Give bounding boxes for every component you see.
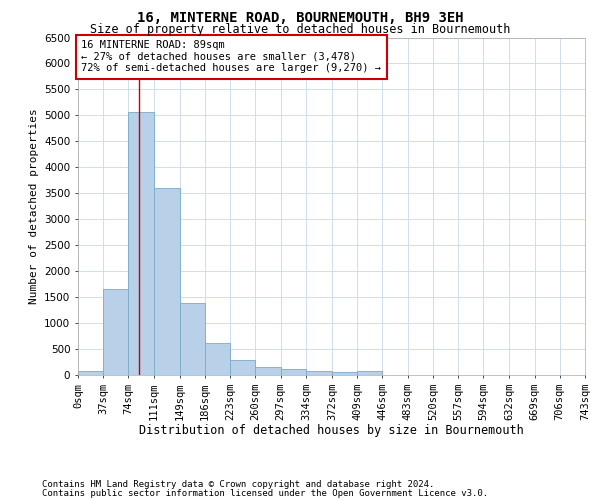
Text: Contains public sector information licensed under the Open Government Licence v3: Contains public sector information licen…	[42, 488, 488, 498]
Bar	[357, 371, 382, 375]
Bar	[78, 371, 103, 375]
Bar	[205, 343, 230, 375]
Text: 16 MINTERNE ROAD: 89sqm
← 27% of detached houses are smaller (3,478)
72% of semi: 16 MINTERNE ROAD: 89sqm ← 27% of detache…	[82, 40, 382, 74]
Bar	[306, 371, 332, 375]
Y-axis label: Number of detached properties: Number of detached properties	[29, 108, 38, 304]
Bar	[179, 303, 205, 375]
Bar	[154, 188, 179, 375]
Text: Size of property relative to detached houses in Bournemouth: Size of property relative to detached ho…	[90, 23, 510, 36]
Bar	[230, 360, 256, 375]
Bar	[332, 372, 357, 375]
Bar	[281, 368, 306, 375]
Text: Contains HM Land Registry data © Crown copyright and database right 2024.: Contains HM Land Registry data © Crown c…	[42, 480, 434, 489]
Text: 16, MINTERNE ROAD, BOURNEMOUTH, BH9 3EH: 16, MINTERNE ROAD, BOURNEMOUTH, BH9 3EH	[137, 11, 463, 25]
Bar	[103, 290, 128, 375]
X-axis label: Distribution of detached houses by size in Bournemouth: Distribution of detached houses by size …	[139, 424, 524, 438]
Bar	[128, 112, 154, 375]
Bar	[256, 367, 281, 375]
